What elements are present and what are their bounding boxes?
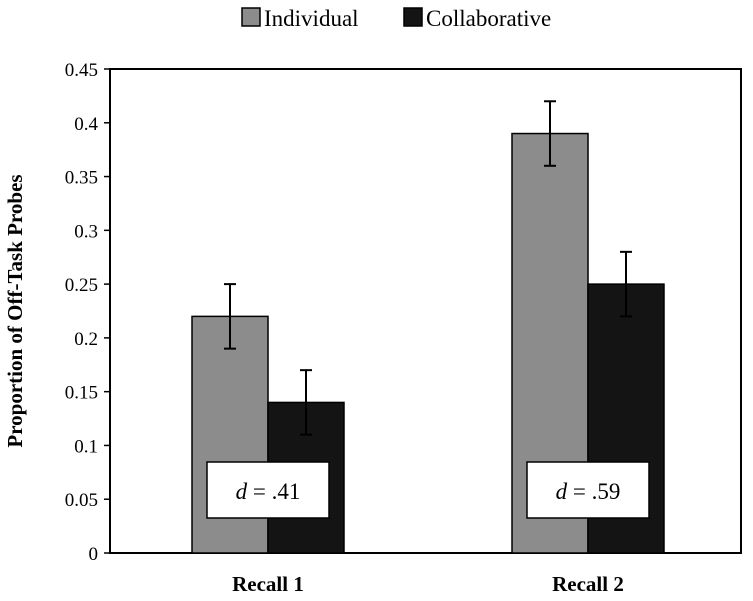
effect-size-box: [526, 461, 650, 519]
effect-size-value: = .41: [247, 479, 300, 504]
legend: Individual Collaborative: [241, 6, 551, 31]
effect-size-symbol: d: [556, 479, 568, 504]
y-tick-label: 0.1: [74, 436, 98, 457]
y-tick-label: 0.4: [74, 114, 98, 135]
legend-label-individual: Individual: [264, 6, 359, 31]
y-tick-label: 0.45: [65, 60, 98, 81]
y-tick-label: 0.35: [65, 168, 98, 189]
effect-size-box: [206, 461, 330, 519]
y-tick-label: 0.05: [65, 490, 98, 511]
x-category-label: Recall 2: [552, 572, 624, 596]
effect-size-value: = .59: [567, 479, 620, 504]
error-bars-group: [224, 100, 632, 436]
y-tick-label: 0.15: [65, 383, 98, 404]
effect-size-symbol: d: [236, 479, 248, 504]
plot-frame: [109, 68, 742, 554]
legend-swatch-individual: [241, 7, 261, 27]
x-axis: Recall 1 Recall 2: [232, 572, 624, 596]
y-tick-label: 0: [89, 544, 99, 565]
y-axis-title: Proportion of Off-Task Probes: [3, 174, 27, 447]
effect-size-label: d = .59: [556, 479, 621, 504]
y-axis: 0 0.05 0.1 0.15 0.2 0.25 0.3 0.35 0.4 0.45: [65, 60, 110, 565]
y-tick-label: 0.3: [74, 221, 98, 242]
y-tick-label: 0.2: [74, 329, 98, 350]
legend-swatch-collaborative: [403, 7, 423, 27]
x-category-label: Recall 1: [232, 572, 304, 596]
legend-label-collaborative: Collaborative: [426, 6, 551, 31]
y-tick-label: 0.25: [65, 275, 98, 296]
effect-size-label: d = .41: [236, 479, 301, 504]
annotations-group: d = .41 d = .59: [206, 461, 650, 519]
